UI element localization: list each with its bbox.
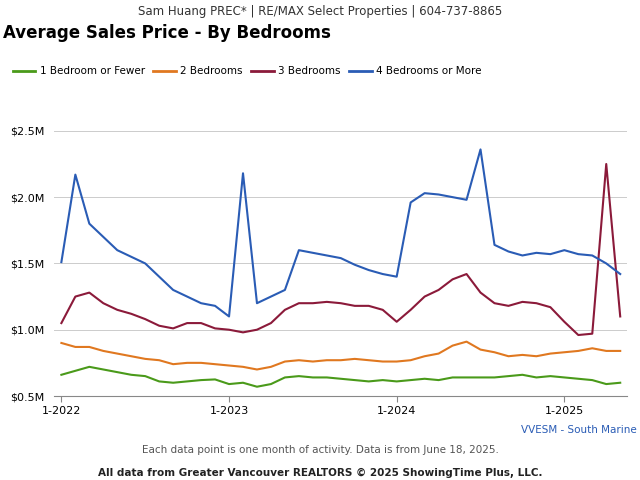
Text: Each data point is one month of activity. Data is from June 18, 2025.: Each data point is one month of activity… [141,445,499,456]
Text: Sam Huang PREC* | RE/MAX Select Properties | 604-737-8865: Sam Huang PREC* | RE/MAX Select Properti… [138,4,502,17]
Legend: 1 Bedroom or Fewer, 2 Bedrooms, 3 Bedrooms, 4 Bedrooms or More: 1 Bedroom or Fewer, 2 Bedrooms, 3 Bedroo… [8,62,486,81]
Text: All data from Greater Vancouver REALTORS © 2025 ShowingTime Plus, LLC.: All data from Greater Vancouver REALTORS… [98,468,542,478]
Text: VVESM - South Marine: VVESM - South Marine [521,425,637,435]
Text: Average Sales Price - By Bedrooms: Average Sales Price - By Bedrooms [3,24,331,42]
